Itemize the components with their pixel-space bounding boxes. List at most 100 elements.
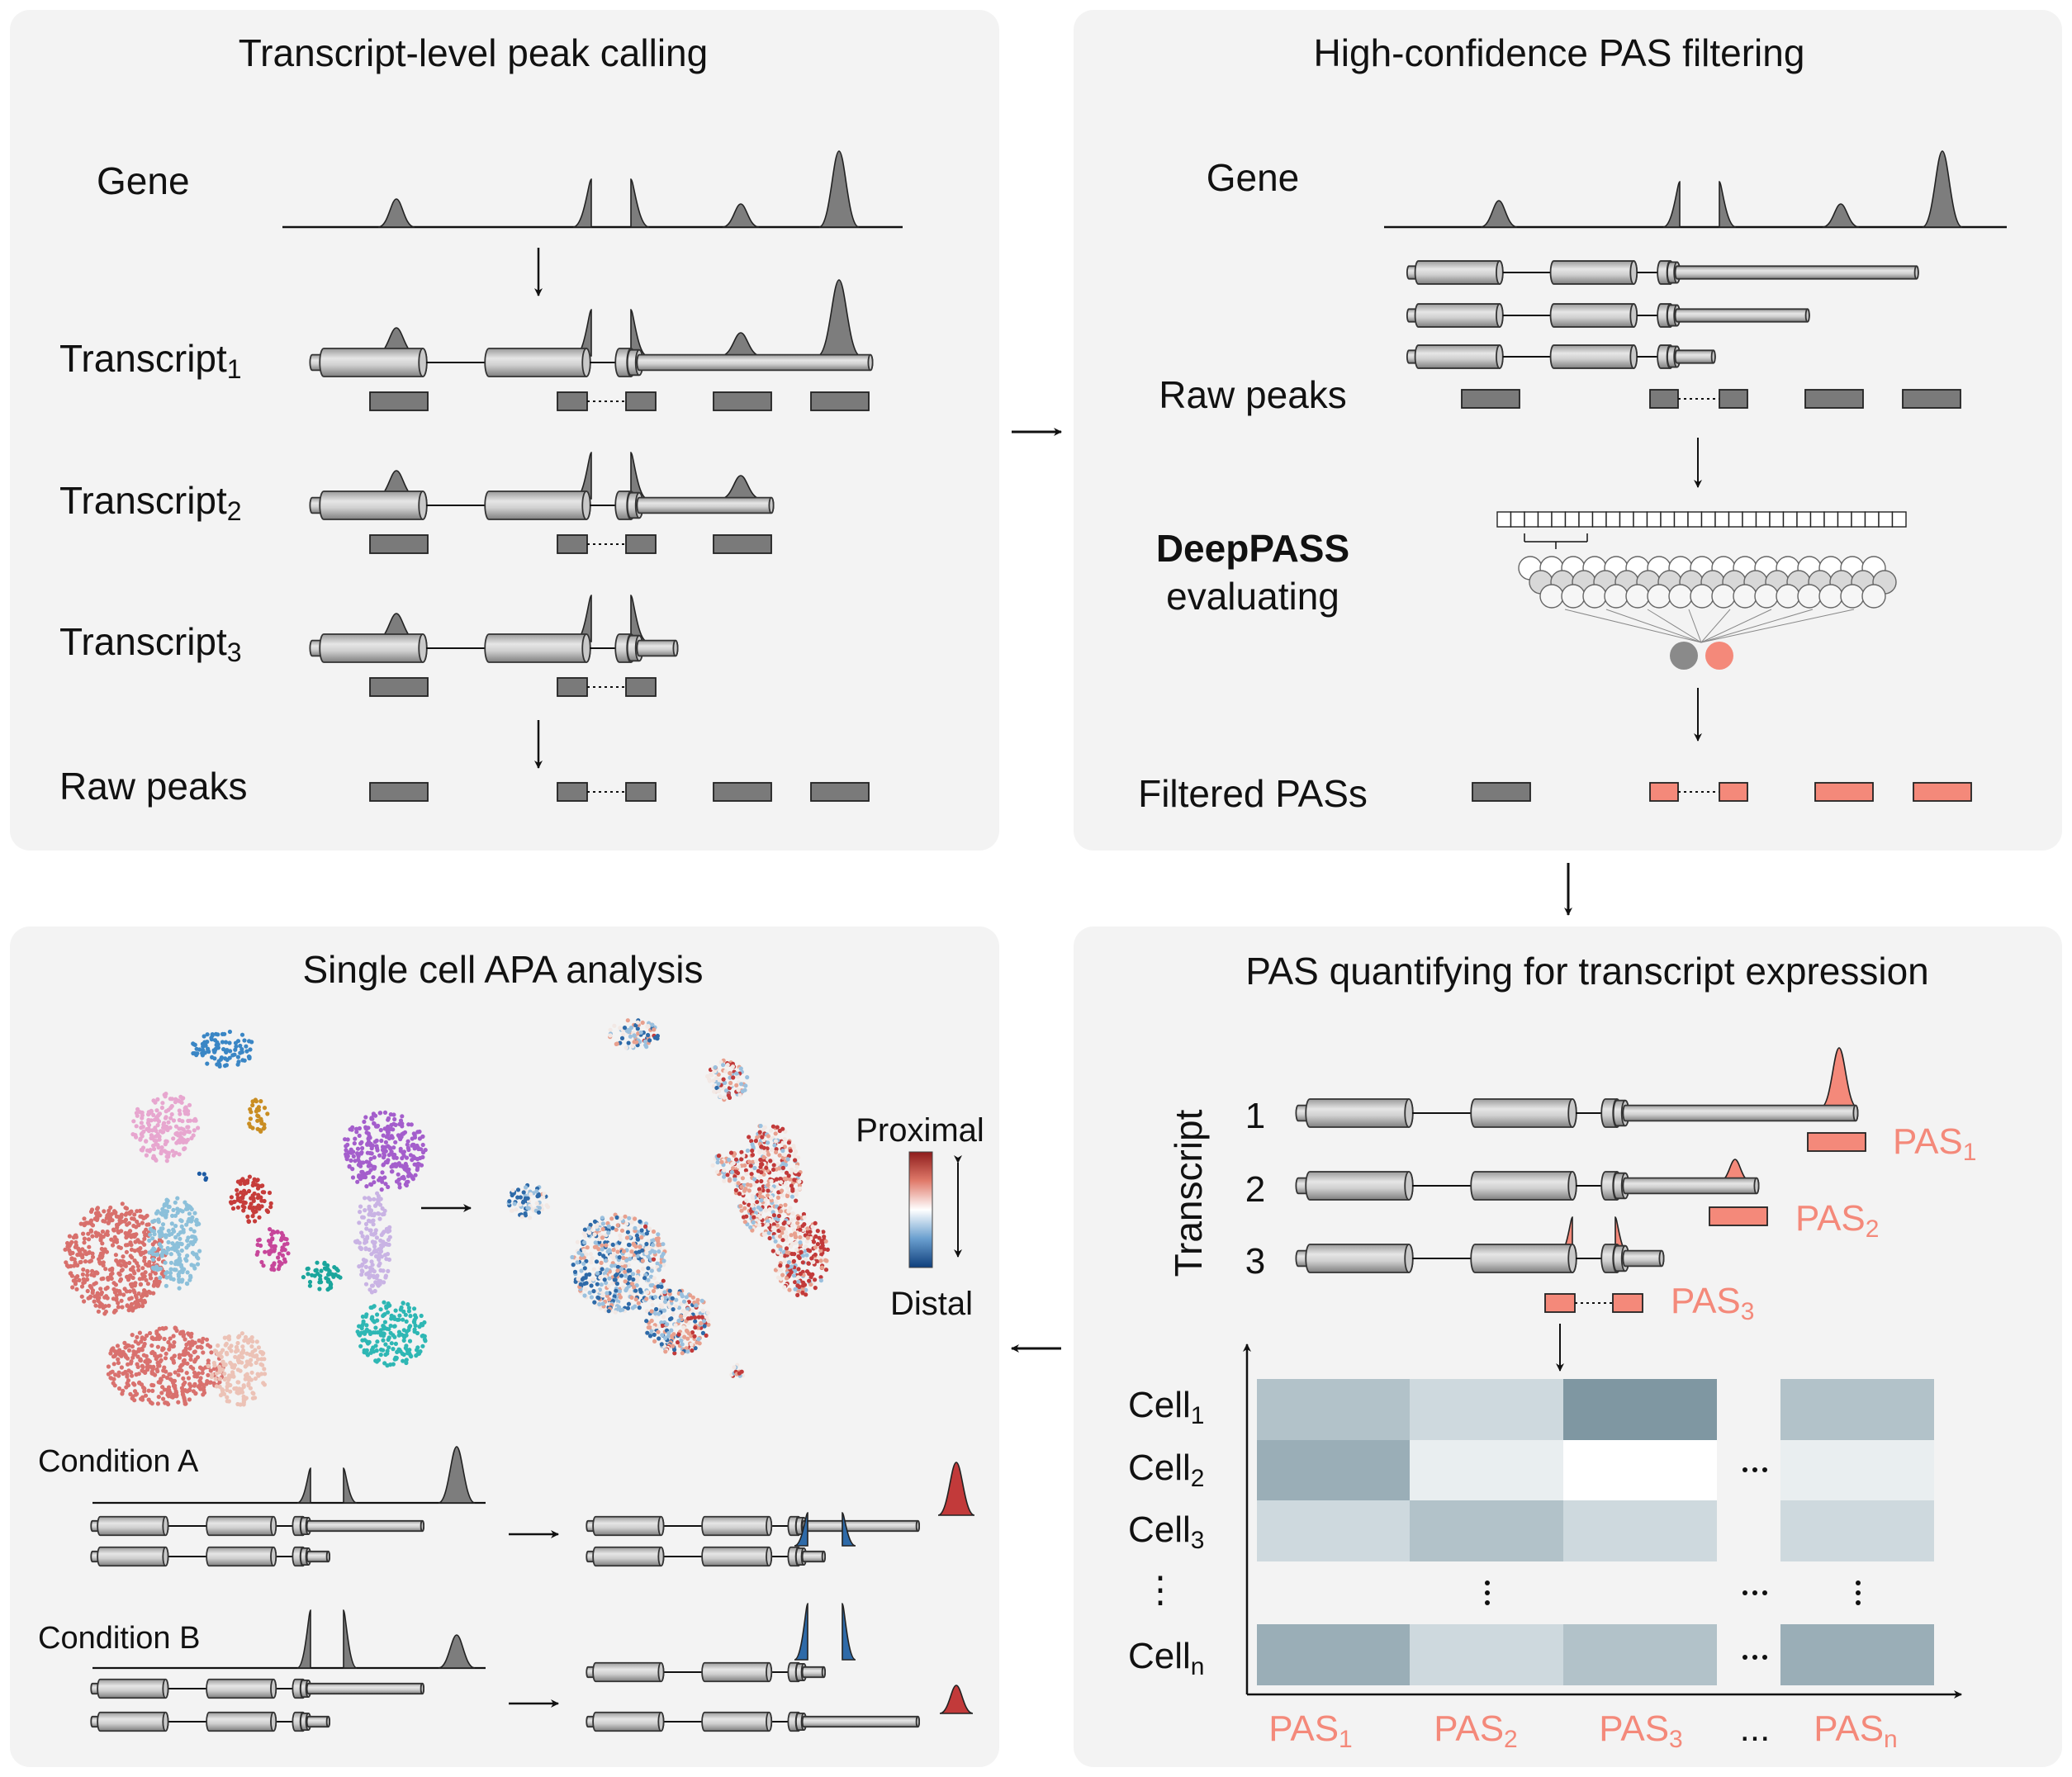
cell-point — [116, 1386, 122, 1391]
cell-point — [235, 1054, 240, 1059]
utr-tail — [1622, 1104, 1859, 1122]
cell-point — [191, 1051, 196, 1056]
cell-point — [588, 1222, 593, 1227]
cell-point — [618, 1026, 623, 1031]
cell-point — [780, 1165, 786, 1170]
umap-apa-cluster — [644, 1288, 711, 1356]
cell-point — [237, 1334, 242, 1339]
cell-point — [145, 1333, 149, 1339]
cell-point — [681, 1324, 686, 1329]
cell-point — [600, 1293, 605, 1298]
cell-point — [74, 1287, 79, 1291]
cell-point — [418, 1349, 423, 1354]
cell-point — [422, 1320, 427, 1325]
peak-box — [625, 677, 657, 697]
cell-point — [769, 1147, 775, 1153]
ellipsis-dot — [1752, 1590, 1757, 1595]
cell-point — [632, 1243, 637, 1248]
cell-point — [779, 1180, 784, 1185]
cell-point — [156, 1220, 161, 1225]
cell-point — [801, 1211, 807, 1217]
cell-point — [808, 1249, 813, 1253]
cell-point — [364, 1184, 369, 1189]
cell-point — [359, 1230, 364, 1235]
cell-point — [217, 1384, 222, 1389]
cell-point — [391, 1155, 396, 1160]
cell-point — [88, 1283, 92, 1289]
cell-point — [157, 1242, 162, 1247]
cell-point — [351, 1154, 356, 1159]
cell-point — [786, 1190, 791, 1195]
cell-point — [775, 1250, 781, 1255]
cell-point — [129, 1301, 135, 1306]
cell-point — [771, 1213, 777, 1218]
umap-apa-cluster — [729, 1362, 746, 1378]
cell-point — [391, 1362, 396, 1367]
cell-point — [647, 1334, 653, 1339]
gene-peak — [1822, 203, 1860, 228]
sequence-cell — [1687, 511, 1703, 528]
sequence-cell — [1673, 511, 1689, 528]
cell-point — [378, 1238, 383, 1243]
cell-point — [210, 1372, 215, 1377]
cell-point — [93, 1281, 98, 1286]
cell-point — [537, 1206, 542, 1211]
dense-line — [1700, 609, 1772, 643]
cell-point — [571, 1263, 576, 1268]
cell-point — [85, 1288, 90, 1294]
cell-point — [752, 1215, 756, 1220]
cell-point — [739, 1082, 744, 1087]
heatmap-cell — [1257, 1379, 1410, 1440]
cell-point — [642, 1224, 648, 1229]
cell-point — [190, 1339, 195, 1344]
cell-point — [229, 1343, 234, 1348]
cell-point — [422, 1334, 427, 1339]
cell-point — [255, 1372, 260, 1377]
gene-peak — [1480, 200, 1518, 228]
cell-point — [145, 1222, 149, 1227]
cell-point — [188, 1273, 193, 1278]
umap-cluster — [343, 1110, 428, 1192]
transcript-model — [90, 1678, 424, 1699]
cell-point — [773, 1239, 778, 1244]
cell-point — [760, 1162, 765, 1167]
cell-point — [368, 1156, 373, 1161]
cell-point — [786, 1209, 791, 1214]
exon-cap — [1567, 1098, 1577, 1128]
cell-point — [696, 1315, 701, 1320]
cell-point — [734, 1071, 739, 1076]
cell-point — [602, 1277, 607, 1282]
cell-point — [201, 1336, 206, 1341]
cell-point — [401, 1358, 405, 1363]
cell-point — [822, 1247, 827, 1252]
distal-label: Distal — [890, 1286, 973, 1322]
cell-point — [697, 1341, 702, 1346]
cell-point — [360, 1323, 365, 1328]
utr-tail — [1622, 1249, 1665, 1268]
cell-point — [242, 1205, 247, 1210]
cell-point — [784, 1181, 789, 1186]
cell-point — [769, 1178, 774, 1183]
cell-point — [650, 1302, 655, 1307]
cell-point — [768, 1195, 774, 1200]
peak-box — [1814, 782, 1874, 802]
cell-point — [659, 1342, 664, 1347]
output-node-positive — [1705, 642, 1733, 670]
cell-point — [623, 1279, 628, 1284]
cell-point — [97, 1261, 102, 1266]
cell-point — [235, 1192, 240, 1197]
cell-point — [113, 1282, 118, 1287]
cell-point — [739, 1149, 744, 1154]
cell-point — [72, 1263, 77, 1268]
pas-peak — [1820, 1047, 1858, 1108]
cell-point — [326, 1277, 331, 1282]
cell-point — [753, 1139, 759, 1144]
cell-point — [405, 1142, 410, 1147]
exon-cap — [581, 490, 591, 520]
exon-cap — [581, 348, 591, 377]
cell-point — [239, 1032, 245, 1037]
cell-point — [592, 1244, 598, 1249]
cell-point — [624, 1258, 629, 1263]
col-label-3: PAS3 — [1599, 1708, 1682, 1753]
cell-point — [153, 1125, 158, 1130]
